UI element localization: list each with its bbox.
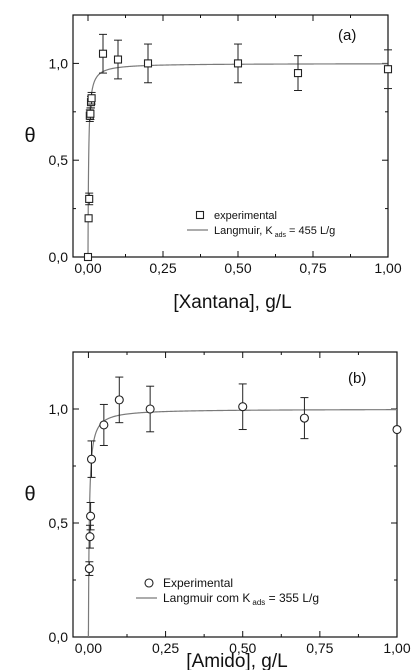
x-tick-label: 0,00: [74, 260, 101, 276]
x-tick-label: 0,50: [224, 260, 251, 276]
fit-curve: [87, 409, 397, 637]
data-point: [114, 395, 124, 405]
x-tick-label: 0,00: [75, 640, 102, 656]
legend-marker-experimental: [144, 578, 154, 588]
fit-curve: [87, 63, 389, 257]
y-tick-label: 0,5: [49, 515, 69, 531]
data-point: [86, 109, 95, 118]
data-point: [392, 424, 402, 435]
data-point: [83, 252, 93, 262]
legend-label-fit-subscript: ads: [252, 598, 265, 607]
panel-label: (a): [338, 27, 356, 44]
y-tick-label: 0,0: [49, 249, 69, 265]
legend-label-fit-prefix: Langmuir com K: [163, 591, 250, 605]
chart-panel-a: 0,00 0,25 0,50 0,75 1,00 0,0 0,5 1,0 [Xantana], …: [24, 14, 402, 313]
data-point: [85, 194, 94, 203]
x-axis-title: [Xantana], g/L: [173, 292, 291, 313]
x-tick-label: 1,00: [383, 640, 410, 656]
panel-label: (b): [348, 370, 366, 387]
data-point: [86, 454, 97, 464]
data-point: [86, 511, 96, 521]
x-axis-title: [Amido], g/L: [186, 651, 287, 670]
data-point: [238, 402, 248, 412]
data-point: [85, 532, 95, 542]
data-point: [87, 94, 96, 103]
x-tick-label: 0,25: [152, 640, 179, 656]
y-tick-label: 1,0: [49, 55, 69, 71]
data-point: [143, 59, 153, 68]
data-point: [293, 69, 303, 78]
plot-frame: [72, 351, 398, 638]
plot-frame: [72, 14, 389, 258]
legend-label-fit-suffix: = 355 L/g: [265, 591, 319, 605]
data-point: [98, 49, 108, 58]
y-tick-label: 0,0: [49, 629, 69, 645]
chart-panel-b: 0,00 0,25 0,50 0,75 1,00 0,0 0,5 1,0 [Amido], g/…: [24, 351, 411, 670]
y-axis-title: θ: [24, 125, 35, 147]
x-tick-label: 0,75: [299, 260, 326, 276]
y-tick-label: 1,0: [49, 401, 69, 417]
data-point: [99, 420, 109, 430]
y-axis-title: θ: [24, 484, 35, 506]
legend-marker-experimental: [195, 210, 205, 220]
x-tick-label: 0,25: [149, 260, 176, 276]
data-point: [145, 404, 155, 414]
legend-label-fit-prefix: Langmuir, K: [214, 225, 273, 237]
x-tick-label: 0,75: [306, 640, 333, 656]
data-point: [299, 413, 309, 423]
x-tick-label: 0,50: [229, 640, 256, 656]
data-point: [84, 564, 94, 574]
x-tick-label: 1,00: [374, 260, 401, 276]
y-tick-label: 0,5: [49, 152, 69, 168]
data-point: [113, 55, 123, 64]
legend-label-experimental: experimental: [214, 210, 277, 222]
data-point: [233, 59, 243, 68]
legend-label-experimental: Experimental: [163, 576, 233, 590]
legend-label-fit-suffix: = 455 L/g: [286, 225, 335, 237]
data-point: [84, 214, 93, 223]
data-point: [383, 65, 393, 74]
legend-label-fit-subscript: ads: [275, 232, 287, 239]
